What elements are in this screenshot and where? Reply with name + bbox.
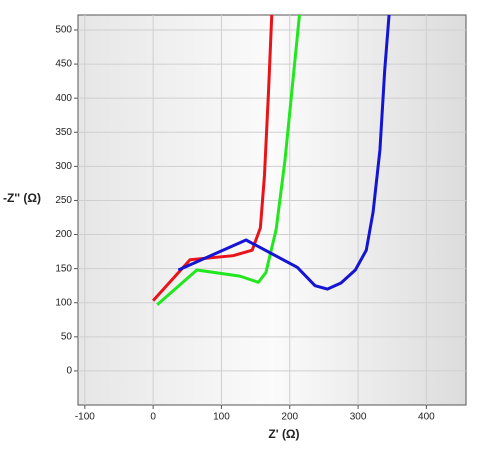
x-tick-label: 200	[281, 412, 298, 423]
data-line	[156, 15, 301, 306]
y-tick-label: 250	[55, 195, 72, 206]
y-tick-label: 350	[55, 127, 72, 138]
y-tick-label: 100	[55, 297, 72, 308]
x-tick-label: 100	[213, 412, 230, 423]
y-tick-label: 500	[55, 25, 72, 36]
y-tick-label: 300	[55, 161, 72, 172]
y-axis-label: -Z'' (Ω)	[3, 191, 41, 205]
y-tick-label: 0	[66, 366, 72, 377]
y-tick-label: 50	[61, 331, 73, 342]
x-tick-label: 300	[350, 412, 367, 423]
y-tick-label: 450	[55, 59, 72, 70]
y-tick-label: 200	[55, 229, 72, 240]
data-line	[177, 15, 391, 291]
data-line	[152, 15, 274, 302]
x-tick-label: 400	[418, 412, 435, 423]
x-tick-label: -100	[75, 412, 95, 423]
plot-area	[77, 14, 467, 406]
y-tick-label: 150	[55, 263, 72, 274]
x-tick-label: 0	[150, 412, 156, 423]
y-tick-label: 400	[55, 93, 72, 104]
x-axis-label: Z' (Ω)	[268, 427, 299, 441]
